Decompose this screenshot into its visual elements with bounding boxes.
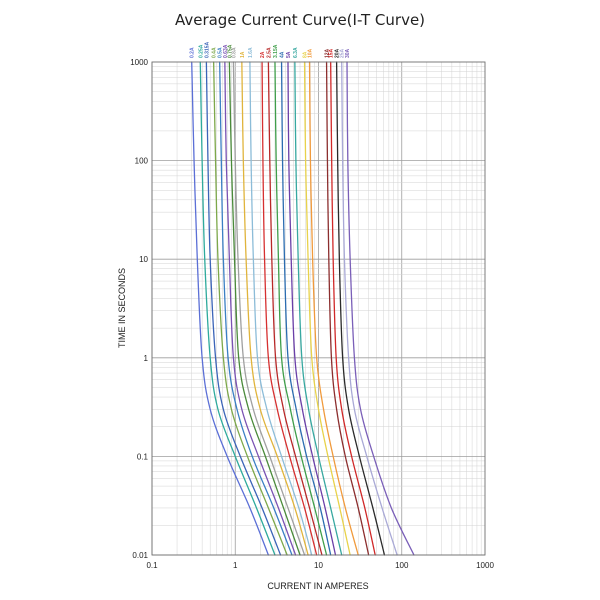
x-tick-label: 1: [233, 561, 238, 570]
x-tick-label: 10: [314, 561, 323, 570]
series-rating-label: 5A: [286, 51, 292, 58]
x-tick-label: 0.1: [146, 561, 158, 570]
y-tick-label: 0.1: [137, 452, 149, 461]
series-line: [205, 61, 282, 556]
curves: [191, 61, 415, 556]
series-rating-label: 1A: [240, 51, 246, 58]
series-line: [330, 61, 376, 556]
x-tick-label: 100: [395, 561, 409, 570]
series-rating-label: 6.3A: [293, 47, 299, 58]
series-line: [308, 61, 359, 556]
x-tick-labels: 0.1 1 10 100 1000: [146, 561, 494, 570]
series-line: [191, 61, 270, 556]
series-line: [249, 61, 313, 556]
series-rating-label: 0.5A: [218, 47, 224, 58]
series-line: [274, 61, 328, 556]
series-line: [241, 61, 309, 556]
series-line: [341, 61, 398, 556]
series-rating-label: 10A: [308, 48, 314, 58]
series-line: [287, 61, 337, 556]
series-line: [219, 61, 293, 556]
series-rating-label: 2A: [260, 51, 266, 58]
y-tick-label: 1000: [130, 58, 148, 67]
series-rating-label: 0.315A: [204, 41, 210, 58]
series-line: [325, 61, 370, 556]
series-rating-label: 3.15A: [273, 44, 279, 58]
series-rating-label: 30A: [345, 48, 351, 58]
series-rating-label: 1.6A: [248, 47, 254, 58]
series-line: [261, 61, 318, 556]
series-rating-label: 20A: [335, 48, 341, 58]
series-rating-label: 0.25A: [198, 44, 204, 58]
series-line: [212, 61, 288, 556]
series-rating-label: 8A: [303, 51, 309, 58]
series-line: [294, 61, 343, 556]
series-line: [228, 61, 301, 556]
series-line: [335, 61, 386, 556]
series-line: [232, 61, 306, 556]
x-tick-label: 1000: [476, 561, 494, 570]
series-line: [303, 61, 351, 556]
y-tick-label: 10: [139, 255, 148, 264]
series-rating-label: 12A: [325, 48, 331, 58]
series-rating-label: 4A: [280, 51, 286, 58]
series-rating-label: 2.5A: [266, 47, 272, 58]
y-tick-labels: 1000 100 10 1 0.1 0.01: [130, 58, 148, 560]
series-rating-label: 25A: [340, 48, 346, 58]
x-axis-title: CURRENT IN AMPERES: [267, 581, 368, 591]
series-line: [224, 61, 297, 556]
y-tick-label: 1: [144, 354, 149, 363]
series-line: [199, 61, 276, 556]
series-line: [267, 61, 323, 556]
series-line: [346, 61, 415, 556]
y-tick-label: 0.01: [132, 551, 148, 560]
series-rating-label: 0.4A: [212, 47, 218, 58]
series-rating-label: 0.8A: [231, 47, 237, 58]
series-rating-label: 0.75A: [227, 44, 233, 58]
plot-frame: [151, 61, 486, 556]
series-rating-label: 0.2A: [190, 47, 196, 58]
series-line: [280, 61, 332, 556]
series-rating-label: 0.63A: [223, 44, 229, 58]
chart-title: Average Current Curve(I-T Curve): [175, 11, 425, 29]
y-axis-title: TIME IN SECONDS: [117, 268, 127, 348]
y-tick-label: 100: [135, 157, 149, 166]
series-rating-label: 15A: [329, 48, 335, 58]
